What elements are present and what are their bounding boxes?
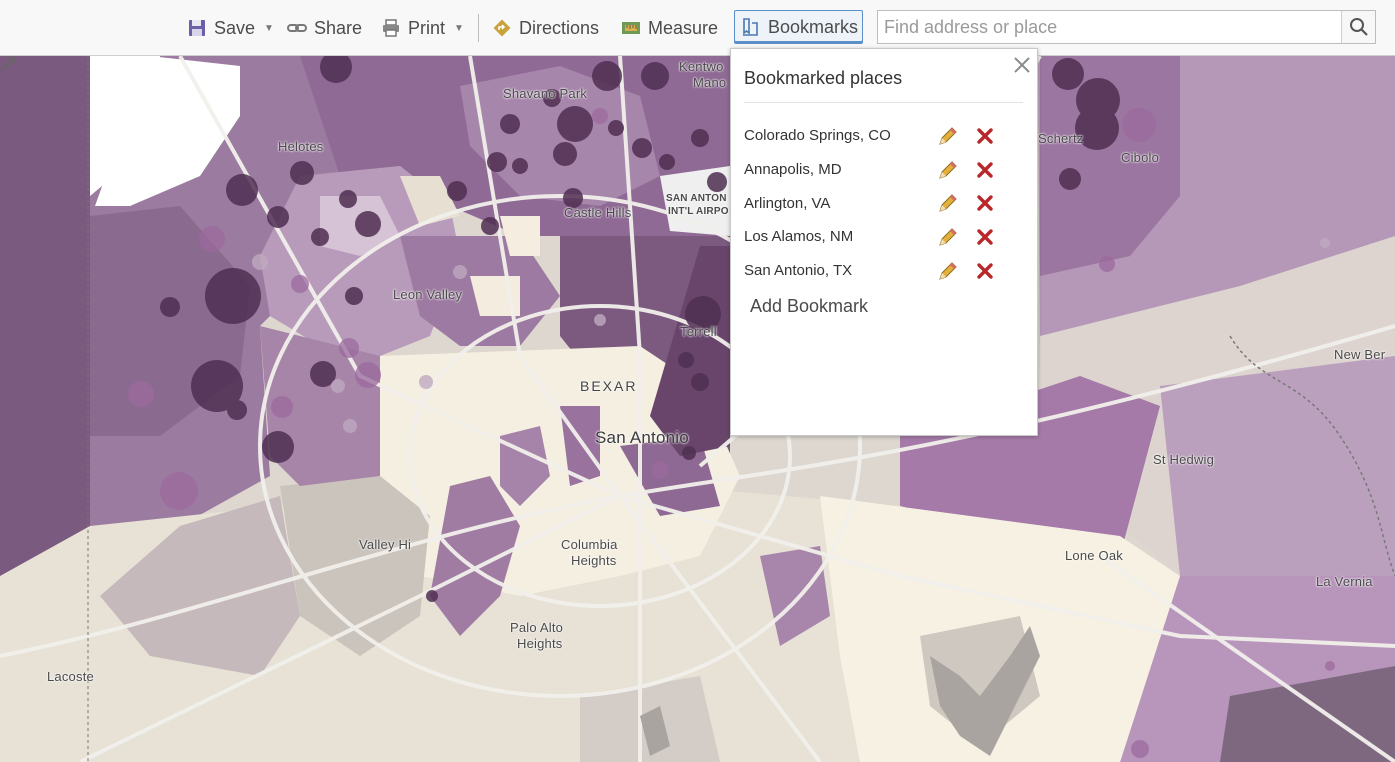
map-canvas bbox=[0, 56, 1395, 762]
bookmarks-panel: Bookmarked places Colorado Springs, CO A… bbox=[730, 48, 1038, 436]
bookmark-icon bbox=[741, 17, 761, 37]
map-label-schertz: Schertz bbox=[1038, 131, 1084, 146]
measure-label: Measure bbox=[648, 17, 719, 38]
directions-label: Directions bbox=[519, 17, 600, 38]
map-label-shavano-park: Shavano Park bbox=[503, 86, 588, 101]
chevron-down-icon: ▼ bbox=[454, 22, 464, 34]
delete-icon[interactable] bbox=[975, 193, 995, 213]
map-view[interactable]: Shavano Park Kentwo Mano Helotes Castle … bbox=[0, 56, 1395, 762]
save-label: Save bbox=[214, 17, 256, 38]
map-label-lacoste: Lacoste bbox=[47, 669, 94, 684]
map-label-manor: Mano bbox=[693, 75, 727, 90]
expand-icon[interactable] bbox=[0, 56, 16, 72]
share-label: Share bbox=[314, 17, 363, 38]
search-box bbox=[877, 10, 1376, 44]
map-label-helotes: Helotes bbox=[278, 139, 324, 154]
chevron-down-icon: ▼ bbox=[264, 22, 274, 34]
pencil-icon[interactable] bbox=[937, 260, 959, 282]
search-input[interactable] bbox=[878, 11, 1341, 43]
bookmark-row: Arlington, VA bbox=[744, 186, 1034, 220]
map-label-palo-alto-2: Heights bbox=[517, 636, 563, 651]
map-label-cibolo: Cibolo bbox=[1121, 150, 1160, 165]
link-icon bbox=[287, 18, 307, 38]
search-icon bbox=[1349, 18, 1368, 36]
bookmark-name[interactable]: Colorado Springs, CO bbox=[744, 127, 891, 145]
pencil-icon[interactable] bbox=[937, 226, 959, 248]
map-label-new-berlin: New Ber bbox=[1334, 347, 1386, 362]
toolbar: Save ▼ Share Print ▼ Directions Measure … bbox=[0, 0, 1395, 56]
share-button[interactable]: Share bbox=[287, 9, 362, 47]
save-icon bbox=[187, 18, 207, 38]
pencil-icon[interactable] bbox=[937, 192, 959, 214]
map-label-st-hedwig: St Hedwig bbox=[1153, 452, 1215, 467]
bookmark-row: Los Alamos, NM bbox=[744, 220, 1034, 254]
directions-button[interactable]: Directions bbox=[492, 9, 599, 47]
map-label-leon-valley: Leon Valley bbox=[393, 287, 463, 302]
map-label-airport-1: SAN ANTON bbox=[666, 193, 727, 204]
bookmark-name[interactable]: Annapolis, MD bbox=[744, 161, 842, 179]
directions-icon bbox=[492, 18, 512, 38]
pencil-icon[interactable] bbox=[937, 159, 959, 181]
search-button[interactable] bbox=[1341, 11, 1375, 43]
delete-icon[interactable] bbox=[975, 227, 995, 247]
map-label-bexar: BEXAR bbox=[580, 378, 638, 394]
map-label-lone-oak: Lone Oak bbox=[1065, 548, 1123, 563]
delete-icon[interactable] bbox=[975, 126, 995, 146]
map-label-columbia-2: Heights bbox=[571, 553, 617, 568]
bookmark-row: Annapolis, MD bbox=[744, 153, 1034, 187]
bookmarks-button[interactable]: Bookmarks bbox=[734, 10, 864, 44]
printer-icon bbox=[381, 18, 401, 38]
bookmark-row: Colorado Springs, CO bbox=[744, 119, 1034, 153]
map-label-airport-2: INT'L AIRPO bbox=[668, 206, 729, 217]
map-label-terrell: Terrell bbox=[680, 324, 717, 339]
bookmark-row: San Antonio, TX bbox=[744, 254, 1034, 288]
delete-icon[interactable] bbox=[975, 160, 995, 180]
print-label: Print bbox=[408, 17, 446, 38]
panel-divider bbox=[744, 102, 1023, 103]
close-icon[interactable] bbox=[1013, 56, 1031, 74]
bookmark-name[interactable]: Arlington, VA bbox=[744, 194, 831, 212]
measure-button[interactable]: Measure bbox=[621, 9, 718, 47]
map-label-valley-hi: Valley Hi bbox=[359, 537, 412, 552]
map-label-la-vernia: La Vernia bbox=[1316, 574, 1373, 589]
toolbar-divider bbox=[478, 14, 479, 42]
map-label-kentwood: Kentwo bbox=[679, 59, 724, 74]
delete-icon[interactable] bbox=[975, 261, 995, 281]
print-button[interactable]: Print ▼ bbox=[381, 9, 464, 47]
pencil-icon[interactable] bbox=[937, 125, 959, 147]
bookmarks-panel-title: Bookmarked places bbox=[744, 68, 903, 88]
map-label-palo-alto-1: Palo Alto bbox=[510, 620, 564, 635]
map-label-san-antonio: San Antonio bbox=[595, 428, 689, 447]
map-label-columbia-1: Columbia bbox=[561, 537, 618, 552]
map-label-castle-hills: Castle Hills bbox=[564, 205, 632, 220]
save-button[interactable]: Save ▼ bbox=[187, 9, 274, 47]
bookmark-name[interactable]: San Antonio, TX bbox=[744, 262, 853, 280]
add-bookmark-button[interactable]: Add Bookmark bbox=[750, 296, 869, 316]
bookmarks-label: Bookmarks bbox=[768, 16, 859, 37]
measure-icon bbox=[621, 18, 641, 38]
bookmark-list: Colorado Springs, CO Annapolis, MD Arlin… bbox=[744, 119, 1034, 287]
bookmark-name[interactable]: Los Alamos, NM bbox=[744, 228, 854, 246]
